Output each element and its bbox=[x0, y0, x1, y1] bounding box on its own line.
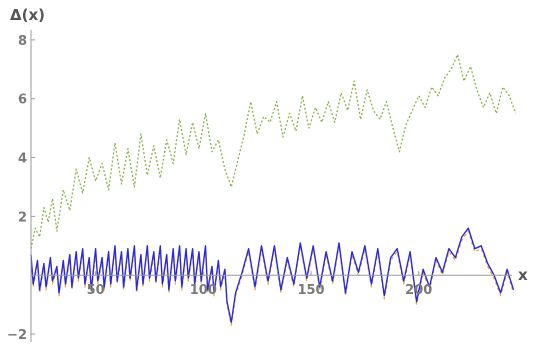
y-tick-label: 8 bbox=[18, 34, 27, 49]
x-tick-label: 50 bbox=[87, 283, 105, 298]
y-tick-label: −2 bbox=[7, 328, 27, 343]
tick-layer: 50 100 150 200 −2 2 4 6 8 bbox=[7, 34, 432, 343]
series-layer bbox=[30, 53, 517, 326]
x-tick-label: 200 bbox=[405, 283, 432, 298]
y-tick-label: 6 bbox=[18, 93, 27, 108]
series-line-dotted-green bbox=[30, 53, 517, 249]
y-axis-label: Δ(x) bbox=[10, 6, 45, 24]
y-tick-label: 2 bbox=[18, 210, 27, 225]
x-axis-label: x bbox=[518, 266, 528, 284]
x-tick-label: 150 bbox=[297, 283, 324, 298]
y-tick-label: 4 bbox=[18, 152, 27, 167]
series-line-solid-blue bbox=[30, 227, 515, 323]
x-tick-label: 100 bbox=[190, 283, 217, 298]
